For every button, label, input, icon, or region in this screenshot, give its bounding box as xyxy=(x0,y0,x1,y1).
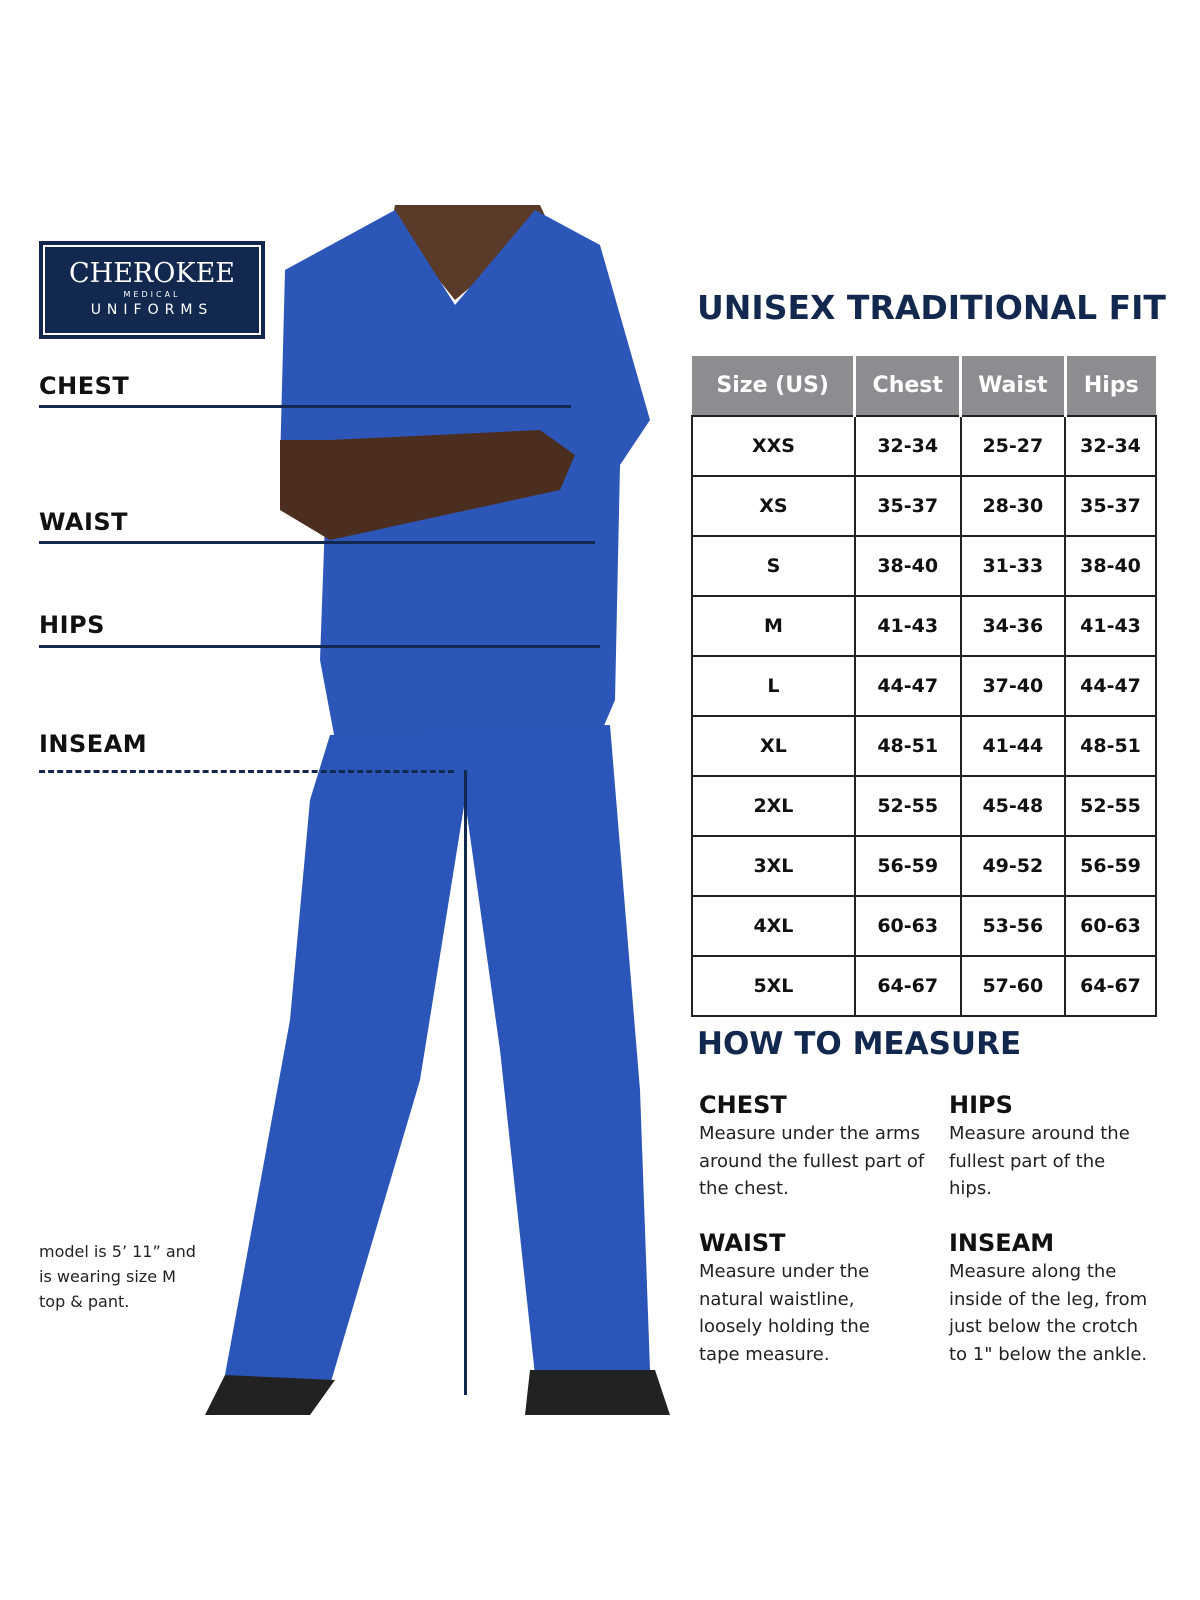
size-cell: 4XL xyxy=(691,895,856,957)
hips-cell: 41-43 xyxy=(1064,595,1157,657)
header-size: Size (US) xyxy=(692,356,855,416)
size-cell: S xyxy=(691,535,856,597)
waist-cell: 37-40 xyxy=(959,655,1067,717)
waist-cell: 53-56 xyxy=(959,895,1067,957)
hips-cell: 48-51 xyxy=(1064,715,1157,777)
size-cell: 2XL xyxy=(691,775,856,837)
label-chest: CHEST xyxy=(39,372,130,400)
table-header-row: Size (US) Chest Waist Hips xyxy=(692,356,1156,416)
size-cell: XXS xyxy=(691,415,856,477)
waist-cell: 28-30 xyxy=(959,475,1067,537)
label-inseam: INSEAM xyxy=(39,730,148,758)
size-cell: XS xyxy=(691,475,856,537)
section-text: Measure around the fullest part of the h… xyxy=(949,1123,1130,1199)
header-chest: Chest xyxy=(853,356,961,416)
cherokee-logo: CHEROKEE MEDICAL UNIFORMS xyxy=(39,241,265,339)
hips-cell: 64-67 xyxy=(1064,955,1157,1017)
label-waist: WAIST xyxy=(39,508,129,536)
waist-cell: 41-44 xyxy=(959,715,1067,777)
size-cell: 3XL xyxy=(691,835,856,897)
hips-cell: 52-55 xyxy=(1064,775,1157,837)
measure-section-hips: HIPS Measure around the fullest part of … xyxy=(949,1090,1149,1203)
logo-medical: MEDICAL xyxy=(123,290,181,299)
chest-cell: 52-55 xyxy=(853,775,962,837)
section-text: Measure under the arms around the fulles… xyxy=(699,1123,925,1199)
waist-cell: 45-48 xyxy=(959,775,1067,837)
waist-cell: 57-60 xyxy=(959,955,1067,1017)
chest-cell: 35-37 xyxy=(853,475,962,537)
chest-cell: 64-67 xyxy=(853,955,962,1017)
header-hips: Hips xyxy=(1063,356,1156,416)
section-heading: INSEAM xyxy=(949,1229,1055,1257)
measure-section-chest: CHEST Measure under the arms around the … xyxy=(699,1090,929,1203)
chest-cell: 48-51 xyxy=(853,715,962,777)
hips-cell: 38-40 xyxy=(1064,535,1157,597)
size-cell: L xyxy=(691,655,856,717)
hips-cell: 32-34 xyxy=(1064,415,1157,477)
table-row: M 41-43 34-36 41-43 xyxy=(691,595,1157,657)
section-heading: HIPS xyxy=(949,1091,1013,1119)
waist-line xyxy=(39,541,595,544)
hips-cell: 60-63 xyxy=(1064,895,1157,957)
waist-cell: 34-36 xyxy=(959,595,1067,657)
hips-cell: 35-37 xyxy=(1064,475,1157,537)
table-row: 3XL 56-59 49-52 56-59 xyxy=(691,835,1157,897)
how-to-measure-title: HOW TO MEASURE xyxy=(697,1026,1022,1062)
waist-cell: 25-27 xyxy=(959,415,1067,477)
logo-uniforms: UNIFORMS xyxy=(90,302,214,318)
chest-cell: 32-34 xyxy=(853,415,962,477)
section-heading: CHEST xyxy=(699,1091,787,1119)
hips-cell: 44-47 xyxy=(1064,655,1157,717)
logo-brand: CHEROKEE xyxy=(69,258,235,289)
section-text: Measure under the natural waistline, loo… xyxy=(699,1261,870,1365)
table-row: XS 35-37 28-30 35-37 xyxy=(691,475,1157,537)
hips-cell: 56-59 xyxy=(1064,835,1157,897)
model-note: model is 5’ 11” and is wearing size M to… xyxy=(39,1242,196,1311)
size-cell: XL xyxy=(691,715,856,777)
table-row: 4XL 60-63 53-56 60-63 xyxy=(691,895,1157,957)
table-row: XXS 32-34 25-27 32-34 xyxy=(691,415,1157,477)
table-row: L 44-47 37-40 44-47 xyxy=(691,655,1157,717)
size-chart-table: Size (US) Chest Waist Hips XXS 32-34 25-27… xyxy=(691,356,1157,1017)
waist-cell: 31-33 xyxy=(959,535,1067,597)
chest-cell: 41-43 xyxy=(853,595,962,657)
inseam-dashed-line xyxy=(39,770,454,773)
label-hips: HIPS xyxy=(39,611,105,639)
size-cell: 5XL xyxy=(691,955,856,1017)
table-row: S 38-40 31-33 38-40 xyxy=(691,535,1157,597)
chest-cell: 44-47 xyxy=(853,655,962,717)
header-waist: Waist xyxy=(959,356,1066,416)
section-text: Measure along the inside of the leg, fro… xyxy=(949,1261,1148,1365)
model-figure xyxy=(205,205,670,1415)
measure-section-inseam: INSEAM Measure along the inside of the l… xyxy=(949,1228,1159,1368)
inseam-vertical-line xyxy=(464,770,467,1395)
table-row: 5XL 64-67 57-60 64-67 xyxy=(691,955,1157,1017)
chest-cell: 56-59 xyxy=(853,835,962,897)
measure-section-waist: WAIST Measure under the natural waistlin… xyxy=(699,1228,899,1368)
waist-cell: 49-52 xyxy=(959,835,1067,897)
size-cell: M xyxy=(691,595,856,657)
table-row: 2XL 52-55 45-48 52-55 xyxy=(691,775,1157,837)
section-heading: WAIST xyxy=(699,1229,786,1257)
hips-line xyxy=(39,645,600,648)
chest-cell: 60-63 xyxy=(853,895,962,957)
size-chart-title: UNISEX TRADITIONAL FIT xyxy=(697,288,1166,327)
table-row: XL 48-51 41-44 48-51 xyxy=(691,715,1157,777)
chest-line xyxy=(39,405,571,408)
chest-cell: 38-40 xyxy=(853,535,962,597)
